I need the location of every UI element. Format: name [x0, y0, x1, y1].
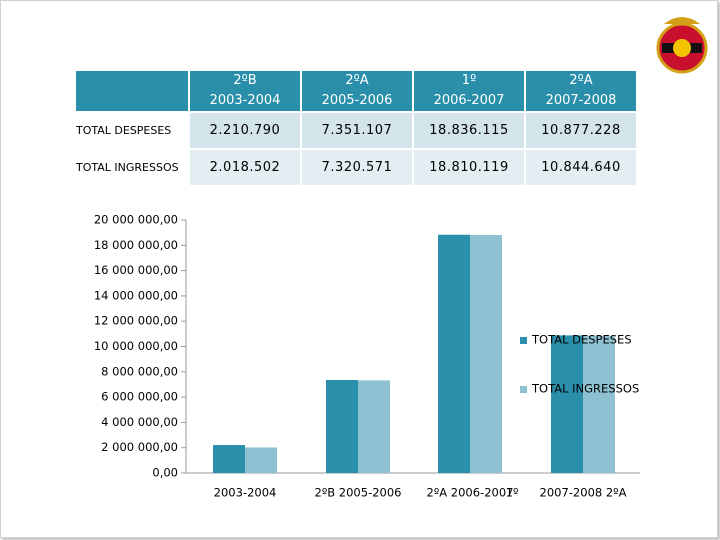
- legend-swatch: [520, 337, 527, 344]
- header-line: 2005-2006: [321, 93, 393, 108]
- y-tick-label: 0,00: [152, 466, 178, 480]
- value-cell: 18.836.115: [412, 111, 526, 150]
- header-line: 2ºA: [345, 73, 369, 88]
- bar: [583, 335, 615, 473]
- bar: [438, 234, 470, 473]
- y-tick-label: 6 000 000,00: [101, 390, 178, 404]
- x-tick-label: 2ºA 2006-2007: [427, 486, 514, 500]
- y-tick-label: 2 000 000,00: [101, 440, 178, 454]
- x-tick-label: 2ºB 2005-2006: [315, 486, 402, 500]
- row-label: TOTAL INGRESSOS: [74, 148, 190, 187]
- logo: [656, 17, 708, 74]
- header-line: 1º: [461, 73, 477, 88]
- header-cell: [74, 69, 190, 113]
- x-tick-label: 1º: [506, 486, 519, 500]
- value-cell: 18.810.119: [412, 148, 526, 187]
- data-table: 2ºB 2003-2004 2ºA 2005-2006 1º 2006-2007 2ºA 20…: [74, 69, 638, 187]
- value-cell: 2.210.790: [188, 111, 302, 150]
- y-tick-label: 20 000 000,00: [94, 213, 178, 227]
- bar: [213, 445, 245, 473]
- header-cell: 1º 2006-2007: [412, 69, 526, 113]
- header-cell: 2ºA 2007-2008: [524, 69, 638, 113]
- bar: [326, 380, 358, 473]
- x-tick-label: 2003-2004: [214, 486, 277, 500]
- y-tick-label: 4 000 000,00: [101, 415, 178, 429]
- y-tick-label: 8 000 000,00: [101, 364, 178, 378]
- value-cell: 7.320.571: [300, 148, 414, 187]
- bar: [245, 447, 277, 473]
- bar: [358, 380, 390, 473]
- header-line: 2007-2008: [545, 93, 617, 108]
- legend-label: TOTAL INGRESSOS: [531, 382, 639, 396]
- value-cell: 10.844.640: [524, 148, 638, 187]
- value-cell: 7.351.107: [300, 111, 414, 150]
- x-tick-label: 2007-2008 2ºA: [540, 486, 627, 500]
- header-line: 2ºB: [233, 73, 257, 88]
- y-tick-label: 12 000 000,00: [94, 314, 178, 328]
- header-cell: 2ºB 2003-2004: [188, 69, 302, 113]
- legend-swatch: [520, 386, 527, 393]
- bar: [551, 335, 583, 473]
- legend-label: TOTAL DESPESES: [531, 333, 632, 347]
- header-line: 2003-2004: [209, 93, 281, 108]
- table-row: TOTAL DESPESES 2.210.790 7.351.107 18.836.1…: [74, 111, 638, 150]
- y-tick-label: 16 000 000,00: [94, 263, 178, 277]
- header-cell: 2ºA 2005-2006: [300, 69, 414, 113]
- y-tick-label: 14 000 000,00: [94, 288, 178, 302]
- y-tick-label: 10 000 000,00: [94, 339, 178, 353]
- header-line: 2ºA: [569, 73, 593, 88]
- y-tick-label: 18 000 000,00: [94, 238, 178, 252]
- bar: [470, 235, 502, 473]
- table-row: TOTAL INGRESSOS 2.018.502 7.320.571 18.810.…: [74, 148, 638, 187]
- header-line: 2006-2007: [433, 93, 505, 108]
- value-cell: 2.018.502: [188, 148, 302, 187]
- value-cell: 10.877.228: [524, 111, 638, 150]
- row-label: TOTAL DESPESES: [74, 111, 190, 150]
